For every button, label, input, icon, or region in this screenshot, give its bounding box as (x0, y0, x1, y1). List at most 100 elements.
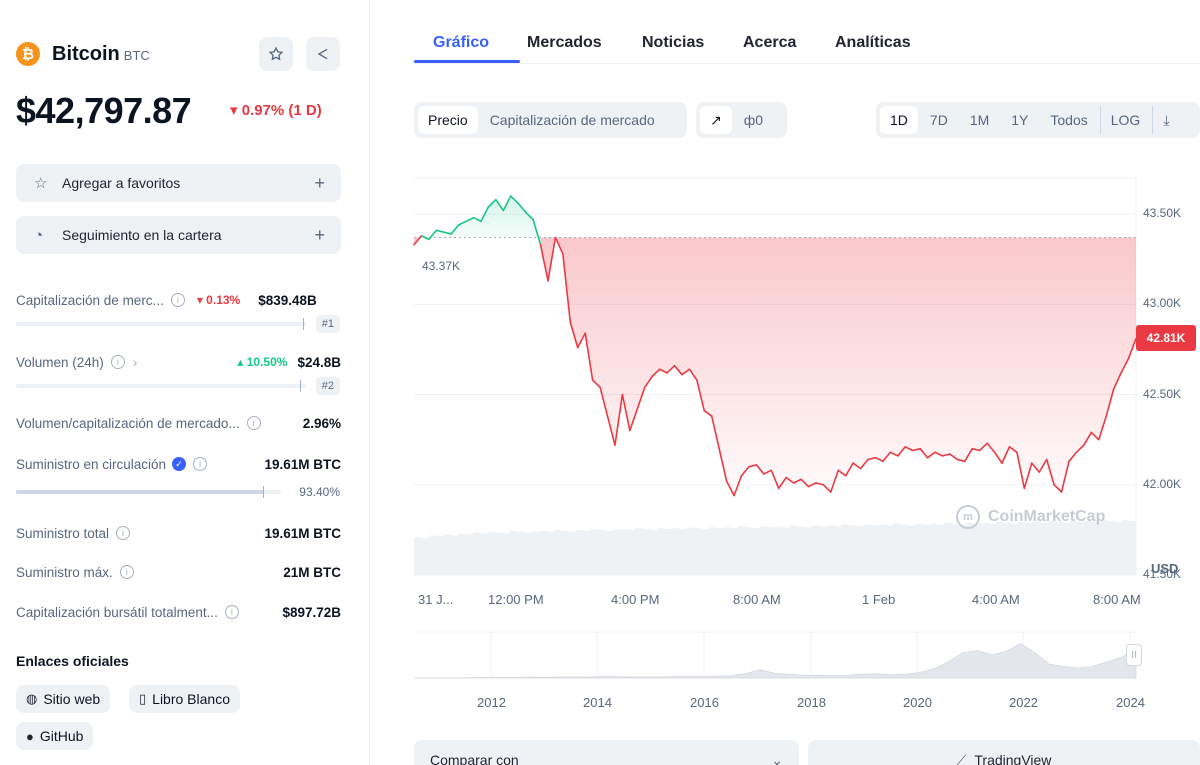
price-segment (830, 469, 840, 493)
price-segment (696, 379, 706, 412)
y-tick-label: 42.50K (1143, 386, 1182, 401)
range-7d-button[interactable]: 7D (929, 112, 948, 128)
info-icon[interactable]: i (110, 355, 125, 369)
fully-diluted-cap-value: $897.72B (282, 604, 341, 620)
info-icon[interactable]: i (119, 565, 134, 579)
price-segment (584, 332, 594, 381)
price-segment (428, 229, 438, 241)
price-segment (792, 478, 802, 484)
y-tick-label: 42.00K (1143, 476, 1182, 491)
chevron-down-icon: ⌄ (771, 751, 783, 765)
portfolio-tracking-button[interactable]: ◔ Seguimiento en la cartera + (16, 216, 341, 254)
range-1d-button[interactable]: 1D (880, 106, 918, 134)
active-tab-indicator (414, 60, 520, 63)
navigator-year-label: 2024 (1116, 695, 1145, 710)
price-segment (1075, 444, 1085, 454)
portfolio-tracking-label: Seguimiento en la cartera (62, 227, 222, 243)
volume-bar (819, 526, 827, 575)
share-button[interactable] (306, 37, 340, 71)
volume-bar (856, 526, 864, 575)
volume-bar (1077, 521, 1085, 575)
price-change-badge: ▾ 0.97% (1 D) (230, 102, 322, 119)
total-supply-row: Suministro total i 19.61M BTC (16, 523, 341, 543)
tab-news[interactable]: Noticias (642, 34, 705, 51)
volume-bar (1047, 521, 1056, 575)
volume-bar (907, 525, 916, 575)
tab-markets[interactable]: Mercados (527, 34, 602, 51)
volume-change: ▴ 10.50% (237, 355, 288, 369)
market-cap-metric-button[interactable]: Capitalización de mercado (489, 112, 655, 128)
price-segment (1030, 462, 1041, 473)
tradingview-button[interactable]: ⟋ TradingView (808, 740, 1200, 765)
price-segment (837, 469, 847, 477)
volume-bar (16, 380, 306, 392)
volume-bars (414, 520, 1137, 575)
info-icon[interactable]: i (193, 457, 208, 471)
volume-bar (1025, 522, 1034, 575)
x-tick-label: 4:00 AM (972, 592, 1020, 607)
info-icon[interactable]: i (116, 526, 131, 540)
volume-bar (811, 525, 820, 575)
price-segment (681, 368, 691, 376)
volume-bar (664, 529, 673, 575)
volume-bar (878, 524, 886, 575)
fully-diluted-cap-label: Capitalización bursátil totalment... (16, 604, 218, 620)
whitepaper-link[interactable]: ▯ Libro Blanco (129, 685, 240, 713)
watermark-text: CoinMarketCap (988, 508, 1106, 525)
info-icon[interactable]: i (246, 416, 261, 430)
price-segment (688, 368, 698, 381)
download-icon[interactable]: ⤓ (1152, 106, 1179, 134)
price-segment (971, 447, 981, 452)
price-segment (614, 393, 624, 446)
volume-market-cap-label: Volumen/capitalización de mercado... (16, 415, 240, 431)
navigator-handle[interactable]: II (1126, 644, 1142, 666)
price-metric-button[interactable]: Precio (418, 106, 478, 134)
range-all-button[interactable]: Todos (1050, 112, 1088, 128)
volume-bar (833, 526, 842, 575)
compare-with-dropdown[interactable]: Comparar con ⌄ (414, 740, 799, 765)
volume-bar (959, 524, 967, 575)
price-segment (919, 447, 929, 459)
volume-bar (590, 529, 599, 575)
price-segment (591, 379, 601, 389)
price-segment (435, 229, 445, 233)
metric-toggle: Precio Capitalización de mercado (414, 102, 687, 138)
x-tick-label: 8:00 AM (733, 592, 781, 607)
volume-bar (436, 536, 444, 575)
volume-bar (782, 527, 791, 575)
x-tick-label: 31 J... (418, 592, 454, 607)
volume-bar (465, 534, 474, 575)
github-link[interactable]: ● GitHub (16, 722, 94, 750)
price-segment (658, 368, 668, 374)
watchlist-star-button[interactable] (259, 37, 293, 71)
volume-bar (561, 530, 570, 575)
volume-bar (583, 530, 592, 575)
candlestick-chart-icon[interactable]: ф0 (743, 112, 764, 128)
volume-bar (414, 537, 422, 575)
volume-bar (480, 533, 488, 575)
volume-bar (973, 523, 982, 575)
volume-bar (730, 528, 739, 575)
volume-bar (598, 530, 606, 575)
line-chart-icon[interactable]: ↗ (700, 106, 732, 134)
range-1y-button[interactable]: 1Y (1011, 112, 1029, 128)
info-icon[interactable]: i (170, 293, 185, 307)
tab-chart[interactable]: Gráfico (433, 34, 490, 51)
history-navigator[interactable] (414, 631, 1137, 679)
max-supply-label: Suministro máx. (16, 564, 113, 580)
volume-bar (848, 525, 857, 575)
chart-type-toggle: ↗ ф0 (696, 102, 787, 138)
tab-analytics[interactable]: Analíticas (835, 34, 911, 51)
info-icon[interactable]: i (224, 605, 239, 619)
add-to-favorites-button[interactable]: ☆ Agregar a favoritos + (16, 164, 341, 202)
range-1m-button[interactable]: 1M (969, 112, 990, 128)
tab-about[interactable]: Acerca (743, 34, 797, 51)
website-link[interactable]: ◍ Sitio web (16, 685, 111, 713)
volume-bar (671, 528, 680, 575)
price-segment (874, 456, 884, 463)
log-scale-button[interactable]: LOG (1099, 106, 1151, 134)
chevron-right-icon[interactable]: › (132, 354, 138, 370)
volume-bar (841, 524, 849, 575)
star-icon (268, 46, 284, 61)
